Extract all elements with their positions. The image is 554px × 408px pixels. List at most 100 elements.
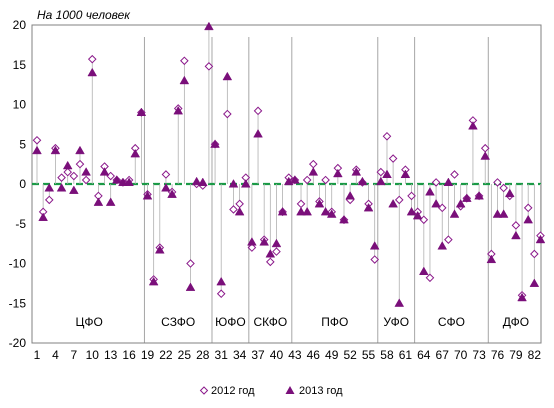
point-2013 — [511, 230, 521, 240]
y-tick-label: 10 — [13, 98, 27, 112]
drop-lines — [36, 26, 541, 304]
point-2013 — [339, 214, 349, 224]
x-tick-label: 7 — [70, 348, 77, 362]
point-2012 — [272, 247, 281, 256]
point-2013 — [345, 191, 355, 200]
point-2012 — [493, 178, 502, 187]
point-2013 — [93, 197, 104, 206]
point-2013 — [376, 176, 386, 186]
point-2013 — [431, 198, 441, 208]
x-tick-label: 40 — [270, 348, 284, 362]
x-tick-label: 58 — [380, 348, 394, 362]
region-label: СФО — [438, 315, 465, 329]
point-2013 — [308, 167, 319, 176]
point-2013 — [247, 237, 257, 246]
region-label: УФО — [383, 315, 409, 329]
point-2012 — [530, 249, 539, 259]
point-2013 — [296, 206, 306, 216]
point-2012 — [499, 183, 508, 193]
x-tick-label: 55 — [362, 348, 376, 362]
x-tick-label: 70 — [454, 348, 468, 362]
point-2012 — [302, 175, 312, 185]
x-tick-label: 64 — [417, 348, 431, 362]
x-tick-label: 34 — [233, 348, 247, 362]
point-2013 — [161, 183, 171, 192]
point-2013 — [449, 209, 460, 218]
point-2013 — [185, 282, 196, 291]
point-2012 — [296, 199, 306, 209]
point-2012 — [370, 255, 380, 264]
point-2012 — [511, 221, 521, 230]
point-2012 — [480, 143, 490, 153]
point-2012 — [161, 170, 171, 179]
x-tick-label: 82 — [528, 348, 542, 362]
point-2013 — [259, 237, 270, 246]
point-2013 — [498, 209, 509, 218]
point-2013 — [277, 206, 288, 216]
point-2013 — [87, 67, 98, 77]
point-2013 — [425, 187, 435, 196]
point-2012 — [266, 257, 275, 267]
point-2012 — [204, 62, 214, 71]
point-2012 — [308, 159, 318, 169]
point-2013 — [418, 266, 429, 275]
point-2012 — [407, 191, 416, 201]
point-2013 — [406, 206, 417, 216]
y-tick-label: 15 — [13, 58, 27, 72]
y-tick-label: 20 — [13, 18, 27, 32]
point-2013 — [253, 129, 263, 138]
point-2013 — [111, 175, 122, 184]
x-tick-label: 31 — [215, 348, 229, 362]
point-2013 — [99, 167, 110, 176]
region-label: ДФО — [503, 315, 529, 329]
point-2013 — [62, 160, 73, 170]
point-2013 — [382, 169, 392, 179]
x-tick-label: 22 — [159, 348, 173, 362]
point-2013 — [486, 254, 497, 264]
point-2013 — [394, 298, 405, 307]
point-2013 — [535, 234, 546, 244]
y-tick-label: 5 — [19, 137, 26, 151]
point-2013 — [265, 249, 276, 258]
point-2012 — [81, 175, 91, 185]
point-2013 — [369, 241, 380, 250]
y-tick-label: -20 — [9, 336, 27, 350]
point-2013 — [204, 21, 214, 31]
point-2013 — [363, 202, 374, 212]
point-2013 — [210, 139, 220, 148]
point-2013 — [529, 278, 540, 287]
point-2013 — [38, 212, 48, 221]
x-tick-label: 1 — [34, 348, 41, 362]
point-2013 — [461, 193, 472, 202]
point-2013 — [437, 241, 448, 250]
point-2013 — [443, 177, 454, 186]
x-tick-label: 49 — [325, 348, 339, 362]
point-2012 — [253, 106, 263, 116]
point-2013 — [351, 167, 362, 176]
point-2012 — [32, 135, 42, 145]
x-tick-label: 79 — [509, 348, 523, 362]
point-2012 — [431, 178, 441, 187]
series-2013 — [32, 21, 546, 307]
point-2013 — [474, 191, 484, 200]
y-tick-label: -15 — [9, 296, 27, 310]
region-label: СКФО — [253, 315, 287, 329]
region-label: СЗФО — [161, 315, 195, 329]
x-tick-label: 76 — [491, 348, 505, 362]
point-2012 — [223, 109, 232, 119]
x-tick-label: 52 — [343, 348, 357, 362]
point-2013 — [69, 185, 79, 194]
divider-lines — [143, 37, 489, 343]
y-tick-label: -5 — [15, 217, 26, 231]
point-2013 — [191, 176, 202, 186]
point-2013 — [136, 107, 147, 116]
region-label: ЦФО — [76, 315, 103, 329]
point-2012 — [69, 171, 79, 181]
point-2012 — [247, 243, 257, 252]
point-2013 — [154, 245, 165, 254]
x-tick-label: 28 — [196, 348, 210, 362]
point-2012 — [216, 289, 226, 299]
point-2013 — [271, 238, 282, 248]
region-labels: ЦФО СЗФО ЮФО СКФО ПФО УФО СФО ДФО — [76, 315, 530, 329]
